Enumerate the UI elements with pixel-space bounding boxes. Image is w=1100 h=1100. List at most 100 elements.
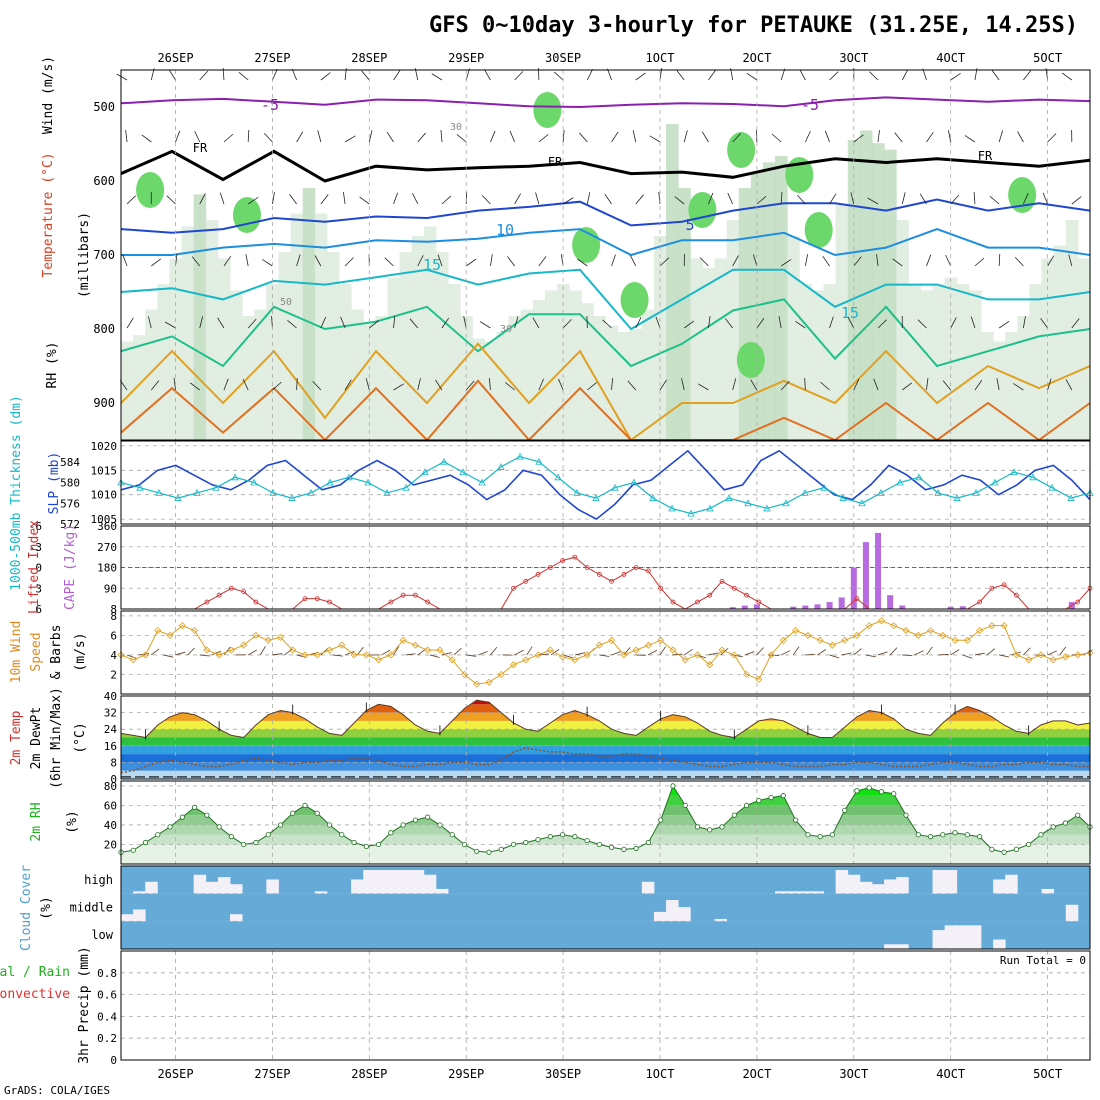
rh-high-blob (736, 342, 765, 378)
wind-speed-point (963, 636, 971, 644)
wind-barb-10m (805, 653, 816, 656)
wind-barb (973, 192, 976, 205)
rh-point (1062, 820, 1069, 826)
rh-band (956, 284, 970, 440)
rh-band (678, 188, 691, 440)
wind-barb (847, 317, 855, 329)
cape-bars (729, 532, 1075, 609)
rh-point (584, 837, 590, 844)
wind-barb (272, 192, 275, 205)
rh-band (230, 290, 243, 440)
wind-barb (173, 378, 176, 391)
ylabel-rh-units: (%) (65, 810, 80, 833)
isotherms (120, 96, 1091, 442)
wind-barb-10m (175, 651, 186, 656)
wind-barb (658, 192, 661, 205)
wind-barb (480, 321, 491, 329)
li-point (535, 572, 541, 577)
wind-barb-10m (865, 654, 876, 658)
wind-barb-10m (974, 652, 985, 656)
wind-barb (850, 192, 855, 205)
bottom-date-label: 26SEP (157, 1067, 193, 1081)
wind-barb-10m (163, 654, 174, 658)
cloud-bar (1065, 904, 1079, 922)
cloud-yticks: high middle low (70, 873, 114, 942)
wind-speed-point (1037, 651, 1045, 659)
rh-band (387, 277, 401, 440)
rh-point (523, 839, 529, 846)
rh-point (670, 783, 676, 789)
thickness-point (307, 489, 315, 496)
wind-speed-point (902, 626, 910, 635)
ylabel-total-rain: Total / Rain (0, 965, 70, 980)
wind-barb-10m (490, 647, 498, 656)
wind-barb (587, 382, 597, 391)
wind-barb (562, 197, 574, 205)
rh-point (707, 827, 713, 833)
wind-barb (820, 381, 830, 391)
top-date-labels: 26SEP 27SEP 28SEP 29SEP 30SEP 1OCT 2OCT 3OCT 4OC… (157, 51, 1062, 65)
run-total: Run Total = 0 (1000, 954, 1086, 967)
wind-barb (780, 192, 783, 205)
rh-band (339, 284, 352, 440)
wind-speed-point (509, 661, 518, 669)
wind-barb (727, 192, 734, 205)
rh-point (130, 847, 136, 853)
wind-barb-10m (332, 654, 343, 657)
thickness-line (120, 455, 1091, 515)
cloud-bar (956, 925, 970, 949)
wind-barb (1017, 131, 1024, 143)
rh-band (993, 341, 1006, 440)
wind-barb-10m (466, 654, 477, 657)
thickness-point (972, 489, 980, 496)
wind-barb (151, 258, 162, 267)
isotherm-0 (120, 149, 1091, 183)
precip-tick: 0.2 (97, 1032, 117, 1045)
wind-barb (771, 133, 782, 143)
top-date-label: 1OCT (646, 51, 675, 65)
thickness-point (136, 483, 144, 491)
wind-barb (150, 380, 160, 391)
rh-point (216, 824, 222, 830)
wind-barb (1061, 72, 1073, 81)
wind-barb (797, 194, 806, 205)
wind-speed-point (644, 641, 652, 649)
ylabel-rh: RH (%) (45, 342, 60, 389)
wind-speed-point (926, 626, 935, 635)
wind-speed-point (608, 636, 616, 644)
wind-barb (948, 130, 952, 143)
thickness-point (155, 489, 163, 496)
wind-barb (417, 378, 421, 391)
wind-barb-10m (151, 648, 160, 656)
cape-bar (790, 606, 797, 609)
wind-barb (463, 316, 467, 329)
cloud-bar (787, 891, 800, 894)
wind-barb (289, 194, 297, 205)
wind-speed-point (865, 622, 873, 630)
rh-point (265, 832, 271, 838)
wind-grid (175, 611, 1049, 694)
cloud-bar (944, 870, 958, 894)
temp-band (121, 762, 1090, 771)
thickness-point (915, 473, 923, 481)
rh-point (253, 839, 259, 846)
li-point (1075, 599, 1081, 605)
top-date-label: 27SEP (254, 51, 290, 65)
li-point (204, 599, 210, 605)
temp-ylabels: 2m Temp 2m DewPt (6hr Min/Max) (°C) (9, 687, 88, 789)
rh-band (908, 284, 921, 440)
wind-barb (926, 131, 934, 143)
wind-barb (164, 321, 176, 329)
ylabel-wind-units: (m/s) (73, 632, 88, 671)
rh-band (726, 220, 740, 440)
rh-point (1038, 832, 1044, 838)
wind-barb (532, 317, 540, 329)
ylabel-minmax: (6hr Min/Max) (49, 687, 64, 789)
wind-barb-10m (1023, 647, 1031, 656)
wind-barb-10m (247, 649, 258, 656)
wind-speed-point (178, 622, 186, 630)
rh-band (569, 290, 582, 440)
thickness-point (231, 473, 239, 481)
wind-barb (296, 377, 298, 391)
wind-barb-10m (684, 649, 693, 656)
